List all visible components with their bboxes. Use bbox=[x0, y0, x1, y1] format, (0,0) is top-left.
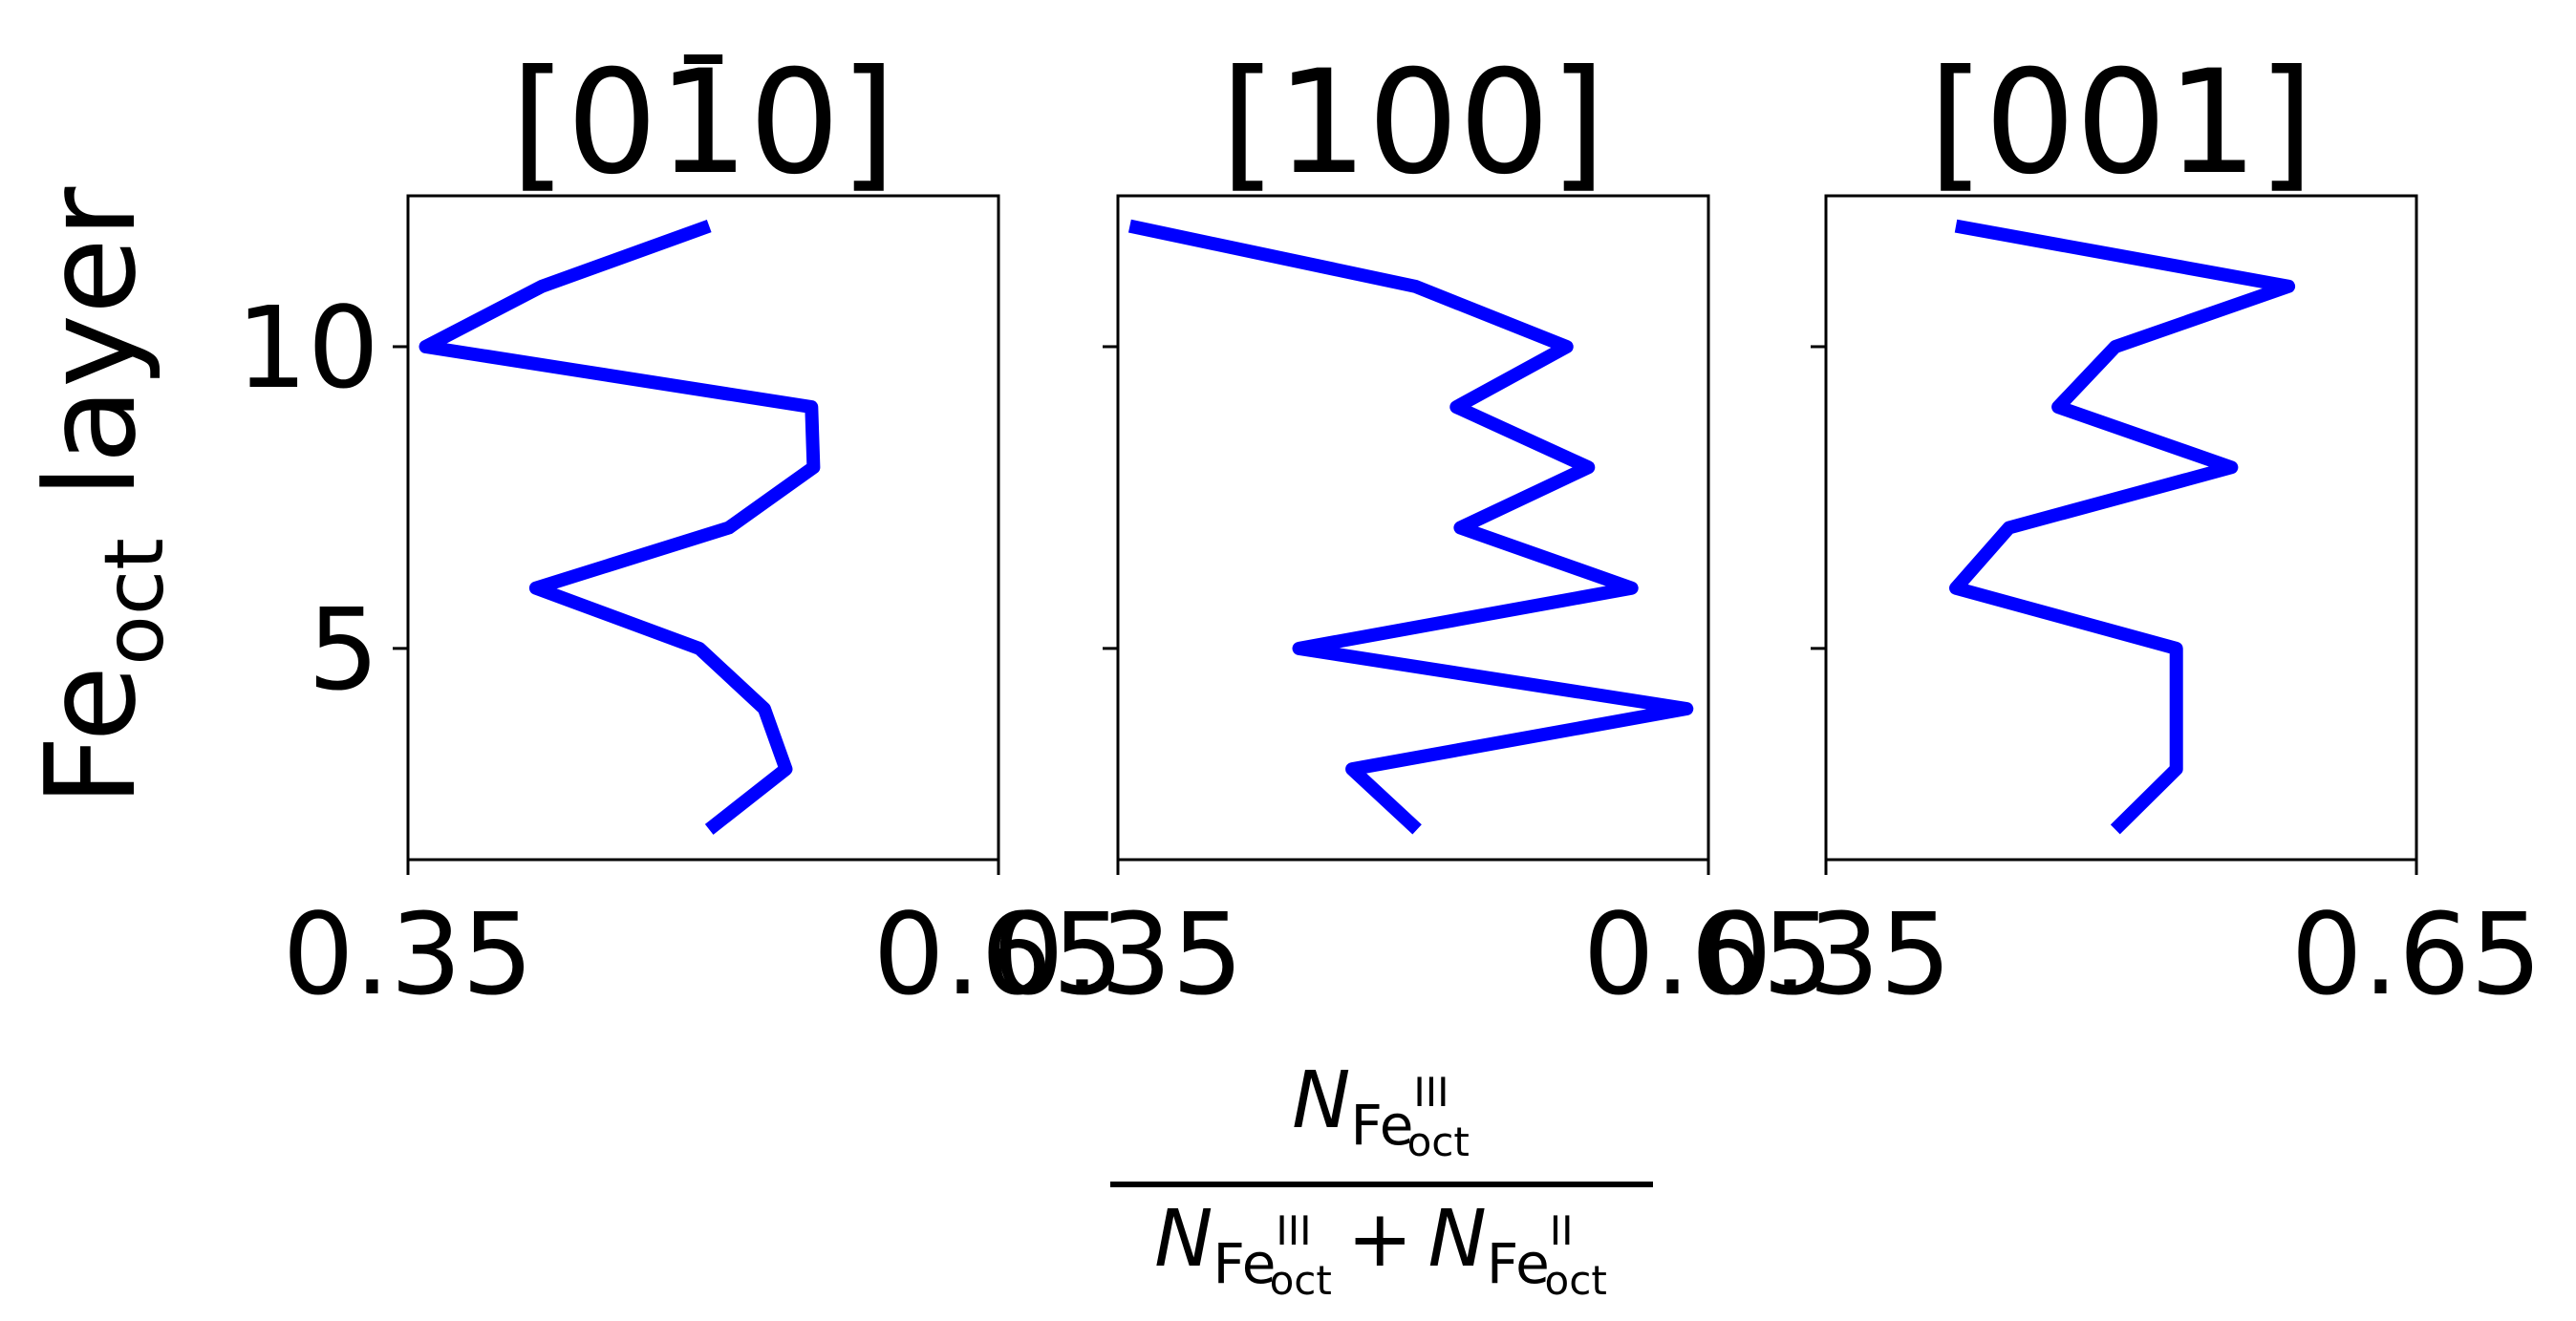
panel-1-ytick-label-0: 5 bbox=[308, 584, 379, 715]
panel-2-xtick-label-1: 0.65 bbox=[1583, 888, 1835, 1020]
panel-2-title: [100] bbox=[1220, 40, 1605, 206]
y-axis-label-subscript: oct bbox=[87, 538, 182, 666]
panel-3-frame bbox=[1824, 194, 2418, 862]
x-axis-label-numerator: NFeIII oct bbox=[1292, 1055, 1470, 1165]
panel-1-xtick-label-1: 0.65 bbox=[873, 888, 1125, 1020]
panel-2-frame bbox=[1116, 194, 1710, 862]
y-axis-label-main: Fe bbox=[18, 666, 163, 807]
panel-1-xtick-label-0: 0.35 bbox=[283, 888, 534, 1020]
panel-2-xtick-label-0: 0.35 bbox=[993, 888, 1244, 1020]
panel-3: [001] 0.35 0.65 bbox=[1701, 40, 2543, 1020]
y-axis-label: Feoct layer bbox=[18, 186, 182, 806]
panel-1-ytick-label-1: 10 bbox=[236, 282, 379, 414]
panel-1-title: [010] bbox=[510, 40, 895, 206]
panel-2: [100] 0.35 0.65 bbox=[993, 40, 1835, 1020]
x-axis-label-denominator: NFeIII oct + NFeII oct bbox=[1154, 1194, 1607, 1304]
panel-3-xtick-label-0: 0.35 bbox=[1701, 888, 1952, 1020]
panel-3-series-line-0 bbox=[1949, 219, 2296, 835]
panel-2-series-line-0 bbox=[1127, 219, 1694, 835]
panel-1-series-line-0 bbox=[419, 220, 821, 835]
panel-3-xtick-label-1: 0.65 bbox=[2291, 888, 2543, 1020]
panel-3-title: [001] bbox=[1928, 40, 2313, 206]
y-axis-label-rest: layer bbox=[18, 186, 163, 538]
x-axis-label: NFeIII oct NFeIII oct + NFeII oct bbox=[1110, 1055, 1653, 1304]
panel-1-frame bbox=[406, 194, 1000, 862]
panel-1: [010] 0.35 0.65 5 10 bbox=[236, 40, 1125, 1020]
